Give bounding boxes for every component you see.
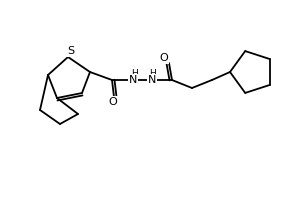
Text: N: N [129, 75, 137, 85]
Text: O: O [160, 53, 168, 63]
Text: N: N [148, 75, 156, 85]
Text: S: S [68, 46, 75, 56]
Text: H: H [150, 68, 156, 77]
Text: H: H [130, 68, 137, 77]
Text: O: O [109, 97, 117, 107]
